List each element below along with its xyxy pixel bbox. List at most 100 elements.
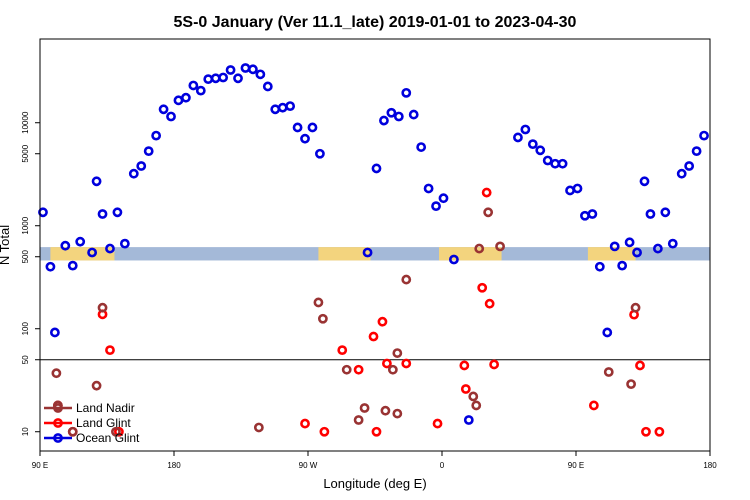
ocean-glint-point (408, 109, 419, 120)
ocean-glint-point (60, 240, 71, 251)
ocean-glint-point (416, 142, 427, 152)
ocean-glint-point (520, 124, 531, 135)
ocean-glint-point (218, 72, 229, 83)
ocean-glint-point (371, 163, 382, 174)
ocean-glint-point (449, 254, 459, 265)
land-nadir-point (471, 400, 482, 411)
ocean-band (40, 247, 710, 261)
y-axis-ticks: 10 50 100 500 1000 5000 10000 (21, 111, 40, 436)
ocean-glint-point (38, 207, 48, 218)
ocean-glint-point (136, 161, 147, 171)
land-nadir-point (51, 368, 62, 379)
ocean-glint-point (527, 139, 538, 150)
land-glint-point (401, 358, 412, 369)
x-axis-label: Longitude (deg E) (323, 476, 426, 491)
land-glint-point (477, 282, 488, 293)
land-glint-point (460, 384, 471, 394)
ocean-glint-point (292, 122, 303, 133)
ocean-glint-point (660, 207, 671, 218)
x-tick-label: 90 E (568, 461, 584, 470)
legend-label-land-glint: Land Glint (76, 416, 131, 430)
ocean-glint-point (315, 148, 325, 159)
ocean-glint-point (572, 183, 583, 194)
y-tick-label: 50 (21, 355, 30, 364)
land-nadir-point (626, 379, 636, 390)
ocean-glint-point (438, 193, 449, 204)
chart-title: 5S-0 January (Ver 11.1_late) 2019-01-01 … (174, 14, 577, 31)
ocean-glint-point (632, 247, 642, 258)
ocean-glint-point (535, 145, 546, 156)
y-tick-label: 10 (21, 427, 30, 436)
ocean-glint-point (91, 176, 102, 187)
land-glint-point (300, 418, 310, 429)
ocean-glint-point (188, 80, 199, 91)
land-glint-point (368, 331, 379, 342)
y-tick-label: 1000 (21, 216, 30, 234)
ocean-glint-point (691, 146, 702, 157)
ocean-glint-point (151, 130, 162, 141)
ocean-glint-point (119, 238, 130, 249)
ocean-glint-point (386, 107, 397, 118)
ocean-glint-point (639, 176, 650, 187)
land-band-segment (318, 247, 371, 261)
ocean-glint-point (195, 85, 206, 96)
land-nadir-point (111, 426, 121, 437)
x-tick-label: 0 (440, 461, 445, 470)
data-band (40, 247, 710, 261)
ocean-glint-point (87, 247, 98, 258)
land-glint-point (371, 426, 382, 437)
ocean-glint-point (75, 236, 86, 247)
y-tick-label: 100 (21, 322, 30, 336)
ocean-glint-point (401, 87, 412, 98)
land-glint-point (588, 400, 599, 411)
ocean-glint-point (233, 73, 243, 84)
ocean-glint-point (423, 183, 434, 194)
ocean-glint-point (676, 168, 687, 179)
legend-marker-ocean-glint (53, 433, 63, 443)
land-glint-point (484, 298, 495, 309)
land-nadir-point (359, 403, 370, 413)
ocean-glint-point (699, 130, 709, 141)
ocean-glint-point (225, 65, 236, 75)
land-nadir-point (341, 364, 352, 375)
legend-label-ocean-glint: Ocean Glint (76, 431, 140, 445)
ocean-glint-point (602, 327, 613, 338)
land-glint-point (641, 426, 651, 437)
land-glint-point (489, 359, 500, 370)
ocean-glint-point (166, 111, 176, 122)
land-glint-point (377, 316, 388, 327)
land-nadir-point (468, 391, 479, 402)
land-nadir-point (317, 313, 328, 324)
x-tick-label: 90 W (299, 461, 318, 470)
ocean-glint-point (667, 238, 678, 249)
x-axis-ticks: 90 E 180 90 W 0 90 E 180 (32, 451, 717, 470)
land-nadir-point (392, 348, 403, 358)
x-tick-label: 180 (703, 461, 717, 470)
ocean-glint-point (143, 146, 154, 157)
y-tick-label: 5000 (21, 144, 30, 162)
land-nadir-point (67, 426, 78, 437)
x-tick-label: 180 (167, 461, 181, 470)
ocean-glint-point (463, 415, 474, 425)
land-nadir-point (353, 415, 364, 425)
ocean-glint-point (45, 261, 56, 272)
land-nadir-point (603, 367, 614, 377)
land-glint-point (353, 364, 364, 375)
ocean-glint-point (684, 161, 695, 171)
land-nadir-point (483, 207, 494, 218)
land-glint-point (382, 358, 392, 369)
land-glint-point (481, 187, 492, 198)
land-nadir-point (630, 302, 641, 313)
ocean-glint-point (262, 81, 273, 92)
land-nadir-point (387, 364, 398, 375)
ocean-glint-point (431, 201, 441, 212)
data-points (38, 63, 709, 437)
ocean-glint-point (181, 92, 191, 103)
legend-label-land-nadir: Land Nadir (76, 401, 135, 415)
land-band-segment (50, 247, 115, 261)
ocean-glint-point (158, 104, 169, 115)
ocean-glint-point (393, 111, 404, 122)
ocean-glint-point (105, 243, 115, 254)
